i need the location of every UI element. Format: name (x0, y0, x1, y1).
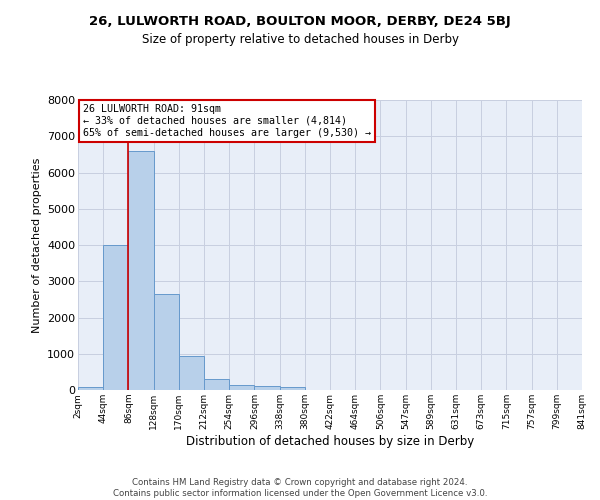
Text: 26 LULWORTH ROAD: 91sqm
← 33% of detached houses are smaller (4,814)
65% of semi: 26 LULWORTH ROAD: 91sqm ← 33% of detache… (83, 104, 371, 138)
Bar (78, 388, 103, 390)
Bar (280, 386, 305, 390)
Bar (154, 294, 179, 390)
X-axis label: Distribution of detached houses by size in Derby: Distribution of detached houses by size … (186, 434, 474, 448)
Y-axis label: Number of detached properties: Number of detached properties (32, 158, 41, 332)
Bar (229, 386, 254, 390)
Bar (254, 386, 280, 390)
Text: Contains HM Land Registry data © Crown copyright and database right 2024.
Contai: Contains HM Land Registry data © Crown c… (113, 478, 487, 498)
Text: Size of property relative to detached houses in Derby: Size of property relative to detached ho… (142, 32, 458, 46)
Bar (204, 379, 229, 390)
Text: 26, LULWORTH ROAD, BOULTON MOOR, DERBY, DE24 5BJ: 26, LULWORTH ROAD, BOULTON MOOR, DERBY, … (89, 15, 511, 28)
Bar (179, 356, 204, 390)
Bar (103, 245, 128, 390)
Bar (128, 151, 154, 390)
